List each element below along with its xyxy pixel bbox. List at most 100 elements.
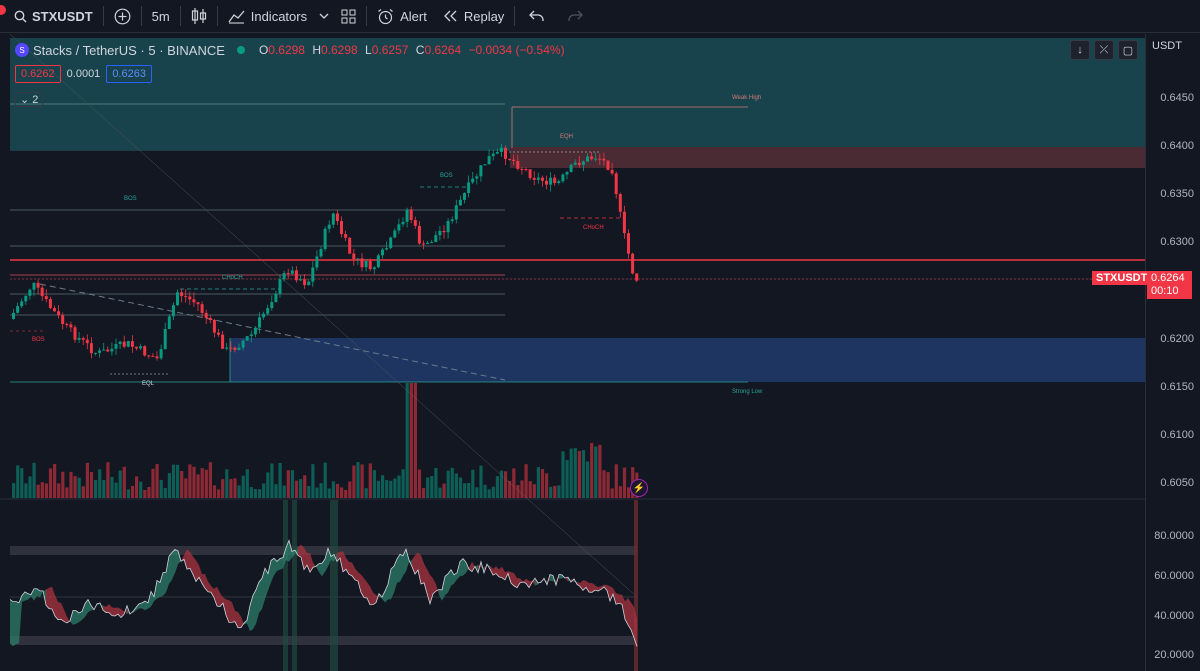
candle-body (163, 328, 167, 350)
oscillator-fill (82, 603, 85, 620)
volume-bar (348, 481, 352, 498)
replay-button[interactable]: Replay (435, 0, 512, 33)
candle-body (590, 156, 594, 160)
collapse-pane-icon[interactable]: ⤫ (1094, 40, 1114, 60)
candle-body (561, 174, 565, 182)
candle-body (102, 349, 106, 351)
separator (179, 6, 181, 26)
volume-bar (389, 480, 393, 498)
oscillator-fill (511, 572, 514, 586)
alert-button[interactable]: Alert (369, 0, 435, 33)
oscillator-fill (37, 588, 40, 598)
open-label: O (258, 43, 269, 57)
candle-body (48, 299, 52, 309)
candle-body (184, 296, 188, 298)
indicators-button[interactable]: Indicators (220, 0, 315, 33)
candle-body (196, 302, 200, 305)
oscillator-fill (46, 587, 49, 609)
candle-body (130, 341, 134, 347)
candle-body (208, 317, 212, 320)
lightning-icon[interactable]: ⚡ (630, 479, 648, 497)
oscillator-fill (376, 593, 379, 603)
candle-body (352, 253, 356, 259)
candle-body (409, 209, 413, 221)
price-chart-canvas[interactable] (0, 34, 1145, 671)
volume-bar (356, 462, 360, 498)
volume-bar (114, 482, 118, 498)
signal-column (292, 500, 297, 671)
oscillator-fill (142, 601, 145, 611)
candle-body (204, 312, 208, 318)
candle-body (12, 312, 15, 319)
volume-bar (303, 475, 307, 498)
candle-body (241, 340, 245, 348)
chart-pane[interactable]: Weak High EQH BOS BOS CHoCH CHoCH BOS EQ… (0, 34, 1145, 671)
oscillator-fill (238, 612, 241, 628)
layout-templates-button[interactable] (333, 0, 364, 33)
volume-bar (557, 485, 561, 498)
volume-bar (139, 481, 143, 498)
candle-body (372, 267, 376, 270)
separator (102, 6, 104, 26)
volume-bar (483, 484, 487, 498)
premium-zone (10, 38, 1145, 150)
indicators-icon (228, 9, 245, 24)
maximize-pane-icon[interactable]: ▢ (1118, 40, 1138, 60)
oscillator-fill (460, 558, 463, 577)
interval-button[interactable]: 5m (144, 0, 178, 33)
oscillator-fill (625, 598, 628, 625)
oscillator-fill (595, 585, 598, 591)
volume-bar (229, 478, 233, 498)
volume-bar (143, 489, 147, 498)
buy-price-button[interactable]: 0.6263 (106, 65, 152, 83)
candle-body (565, 171, 569, 175)
redo-button[interactable] (556, 0, 595, 33)
undo-button[interactable] (517, 0, 556, 33)
chart-type-button[interactable] (183, 0, 215, 33)
volume-bar (102, 479, 106, 498)
indicators-dropdown[interactable] (315, 0, 333, 33)
oscillator-fill (151, 591, 154, 607)
symbol-search-button[interactable]: STXUSDT (0, 0, 101, 33)
indicators-collapse-toggle[interactable]: ⌄ 2 (15, 92, 44, 107)
price-axis[interactable]: USDT 0.6450 0.6400 0.6350 0.6300 0.6200 … (1145, 34, 1200, 671)
candle-body (606, 160, 610, 170)
oscillator-fill (403, 549, 406, 576)
oscillator-fill (28, 593, 31, 600)
oscillator-fill (361, 574, 364, 598)
sell-price-button[interactable]: 0.6262 (15, 65, 61, 83)
signal-column (634, 500, 638, 671)
oscillator-fill (106, 604, 109, 613)
candle-body (340, 220, 343, 235)
compare-symbol-button[interactable] (106, 0, 139, 33)
volume-bar (340, 487, 344, 498)
candle-body (344, 234, 348, 238)
candle-body (77, 338, 81, 340)
arrow-down-icon[interactable]: ↓ (1070, 40, 1090, 60)
volume-bar (241, 475, 245, 498)
undo-icon (529, 10, 544, 22)
oscillator-fill (289, 540, 292, 562)
volume-bar (192, 466, 196, 498)
candle-body (426, 242, 430, 245)
volume-bar (16, 465, 20, 498)
oscillator-fill (187, 549, 190, 570)
oscillator-fill (418, 552, 421, 584)
oscillator-fill (229, 600, 232, 623)
candle-body (200, 304, 204, 313)
candle-body (307, 281, 311, 286)
candlestick-icon (191, 7, 207, 25)
volume-bar (512, 468, 516, 498)
currency-selector[interactable]: USDT (1152, 40, 1182, 52)
volume-bar (290, 470, 294, 498)
candle-body (622, 211, 626, 234)
candle-body (430, 242, 434, 244)
oscillator-fill (385, 584, 388, 603)
oscillator-fill (13, 601, 16, 647)
symbol-description[interactable]: Stacks / TetherUS · 5 · BINANCE (33, 42, 225, 58)
oscillator-fill (118, 607, 121, 618)
price-tick: 0.6450 (1160, 92, 1194, 104)
candle-body (602, 158, 606, 161)
candle-body (360, 258, 364, 268)
volume-bar (590, 442, 594, 498)
